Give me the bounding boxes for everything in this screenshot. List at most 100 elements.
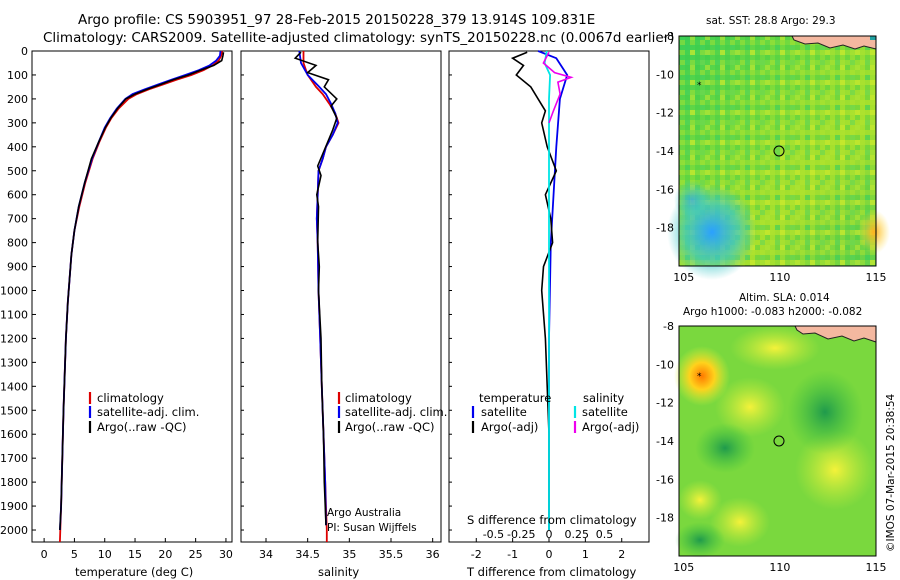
x-tick-label: 30 [219,548,233,561]
legend-argo-label: Argo(..raw -QC) [345,420,435,434]
sla-low-sw [675,522,725,558]
salinity-legend: climatology satellite-adj. clim. Argo(..… [337,391,447,434]
sla-map-frame [678,325,877,557]
legend-temp-satellite-label: satellite [481,405,527,419]
x-tick-label: 0 [546,548,553,561]
x-tick-label: -2 [471,548,482,561]
x-tick-label: 36 [426,548,440,561]
argo-raw-qc-line [59,52,225,531]
temperature-x-label: temperature (deg C) [75,565,193,579]
longitude-label: 110 [769,561,790,574]
legend-salinity-title: salinity [583,391,624,405]
legend-climatology-label: climatology [97,391,164,405]
salinity-panel-frame [240,50,442,543]
legend-temperature-title: temperature [479,391,551,405]
depth-tick-label: 200 [7,93,28,106]
x-tick-label: 5 [71,548,78,561]
temperature-panel-frame [31,50,233,543]
x-tick-label: 25 [189,548,203,561]
sla-map-title1: Altim. SLA: 0.014 [739,292,830,304]
x-tick-label: 2 [618,548,625,561]
s-tick-label: -0.25 [507,528,535,541]
x-tick-label: 0 [41,548,48,561]
longitude-label: 115 [866,271,887,284]
s-tick-label: -0.5 [483,528,504,541]
sla-yellow-north [730,326,820,370]
depth-tick-label: 800 [7,237,28,250]
depth-tick-label: 300 [7,117,28,130]
depth-tick-label: 900 [7,261,28,274]
sla-map: * [674,325,877,558]
depth-tick-label: 1600 [0,428,28,441]
sst-argo-marker: * [697,81,702,91]
climatology-line [59,50,224,543]
sst-warm-patch [858,210,890,254]
depth-tick-label: 1900 [0,500,28,513]
difference-legend: temperature satellite Argo(-adj) salinit… [471,391,639,434]
sst-map-frame [678,35,877,267]
longitude-label: 105 [673,271,694,284]
x-tick-label: 15 [128,548,142,561]
depth-tick-label: 1000 [0,285,28,298]
latitude-label: -16 [656,183,674,196]
credit-line2: PI: Susan Wijffels [327,522,417,534]
salinity-x-axis: 34 34.5 35 35.5 36 [259,538,440,561]
legend-temp-argo-label: Argo(-adj) [481,420,538,434]
latitude-label: -10 [656,68,674,81]
depth-tick-label: 1100 [0,308,28,321]
climatology-line [302,51,340,542]
sla-yellow-south [710,497,770,547]
salinity-series [293,50,340,542]
sla-argo-marker: * [697,372,702,382]
depth-tick-label: 1800 [0,476,28,489]
legend-climatology-label: climatology [345,391,412,405]
depth-tick-label: 500 [7,165,28,178]
latitude-label: -10 [656,358,674,371]
figure-title-line1: Argo profile: CS 5903951_97 28-Feb-2015 … [78,12,595,28]
sst-map: * [667,35,890,280]
x-tick-label: 1 [582,548,589,561]
depth-tick-label: 600 [7,189,28,202]
depth-tick-label: 1700 [0,452,28,465]
latitude-label: -18 [656,222,674,235]
legend-sal-argo-label: Argo(-adj) [582,420,639,434]
s-difference-label: S difference from climatology [467,513,637,527]
legend-sal-satellite-label: satellite [582,405,628,419]
temperature-x-axis: 0 5 10 15 20 25 30 [41,538,233,561]
salinity-argo-adj-line [542,51,574,124]
s-tick-label: 0 [546,528,553,541]
sst-cool-patch-2 [674,180,710,220]
x-tick-label: 34 [259,548,273,561]
sst-map-title: sat. SST: 28.8 Argo: 29.3 [706,15,836,27]
x-tick-label: 34.5 [295,548,320,561]
imos-stamp: ©IMOS 07-Mar-2015 20:38:54 [885,393,897,552]
sla-yellow-sw [678,480,722,520]
temperature-argo-adj-line [510,51,558,530]
temperature-legend: climatology satellite-adj. clim. Argo(..… [88,391,199,434]
latitude-label: -14 [656,435,674,448]
depth-tick-label: 1200 [0,332,28,345]
argo-raw-qc-line [293,51,338,526]
t-difference-x-label: T difference from climatology [466,565,637,579]
depth-tick-label: 400 [7,141,28,154]
longitude-label: 110 [769,271,790,284]
temperature-series [59,50,225,543]
depth-axis: 0 100 200 300 400 500 600 700 800 900 1000 1100 1200… [0,45,452,537]
latitude-label: -12 [656,107,674,120]
legend-satellite-adj-label: satellite-adj. clim. [97,405,199,419]
sla-argo-location [773,435,785,447]
latitude-label: -12 [656,397,674,410]
sla-high-west [674,346,730,406]
latitude-label: -16 [656,473,674,486]
latitude-label: -18 [656,512,674,525]
credit-line1: Argo Australia [327,507,401,519]
depth-tick-label: 100 [7,69,28,82]
x-tick-label: 20 [158,548,172,561]
sla-yellow-center [715,377,785,437]
sst-land-island [870,36,876,40]
s-tick-label: 0.25 [565,528,590,541]
x-tick-label: 10 [98,548,112,561]
x-tick-label: 35 [342,548,356,561]
depth-tick-label: 700 [7,213,28,226]
